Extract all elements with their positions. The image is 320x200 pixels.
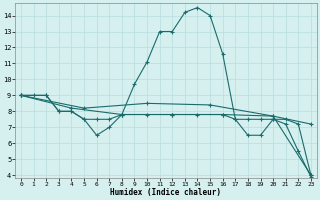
X-axis label: Humidex (Indice chaleur): Humidex (Indice chaleur) <box>110 188 221 197</box>
